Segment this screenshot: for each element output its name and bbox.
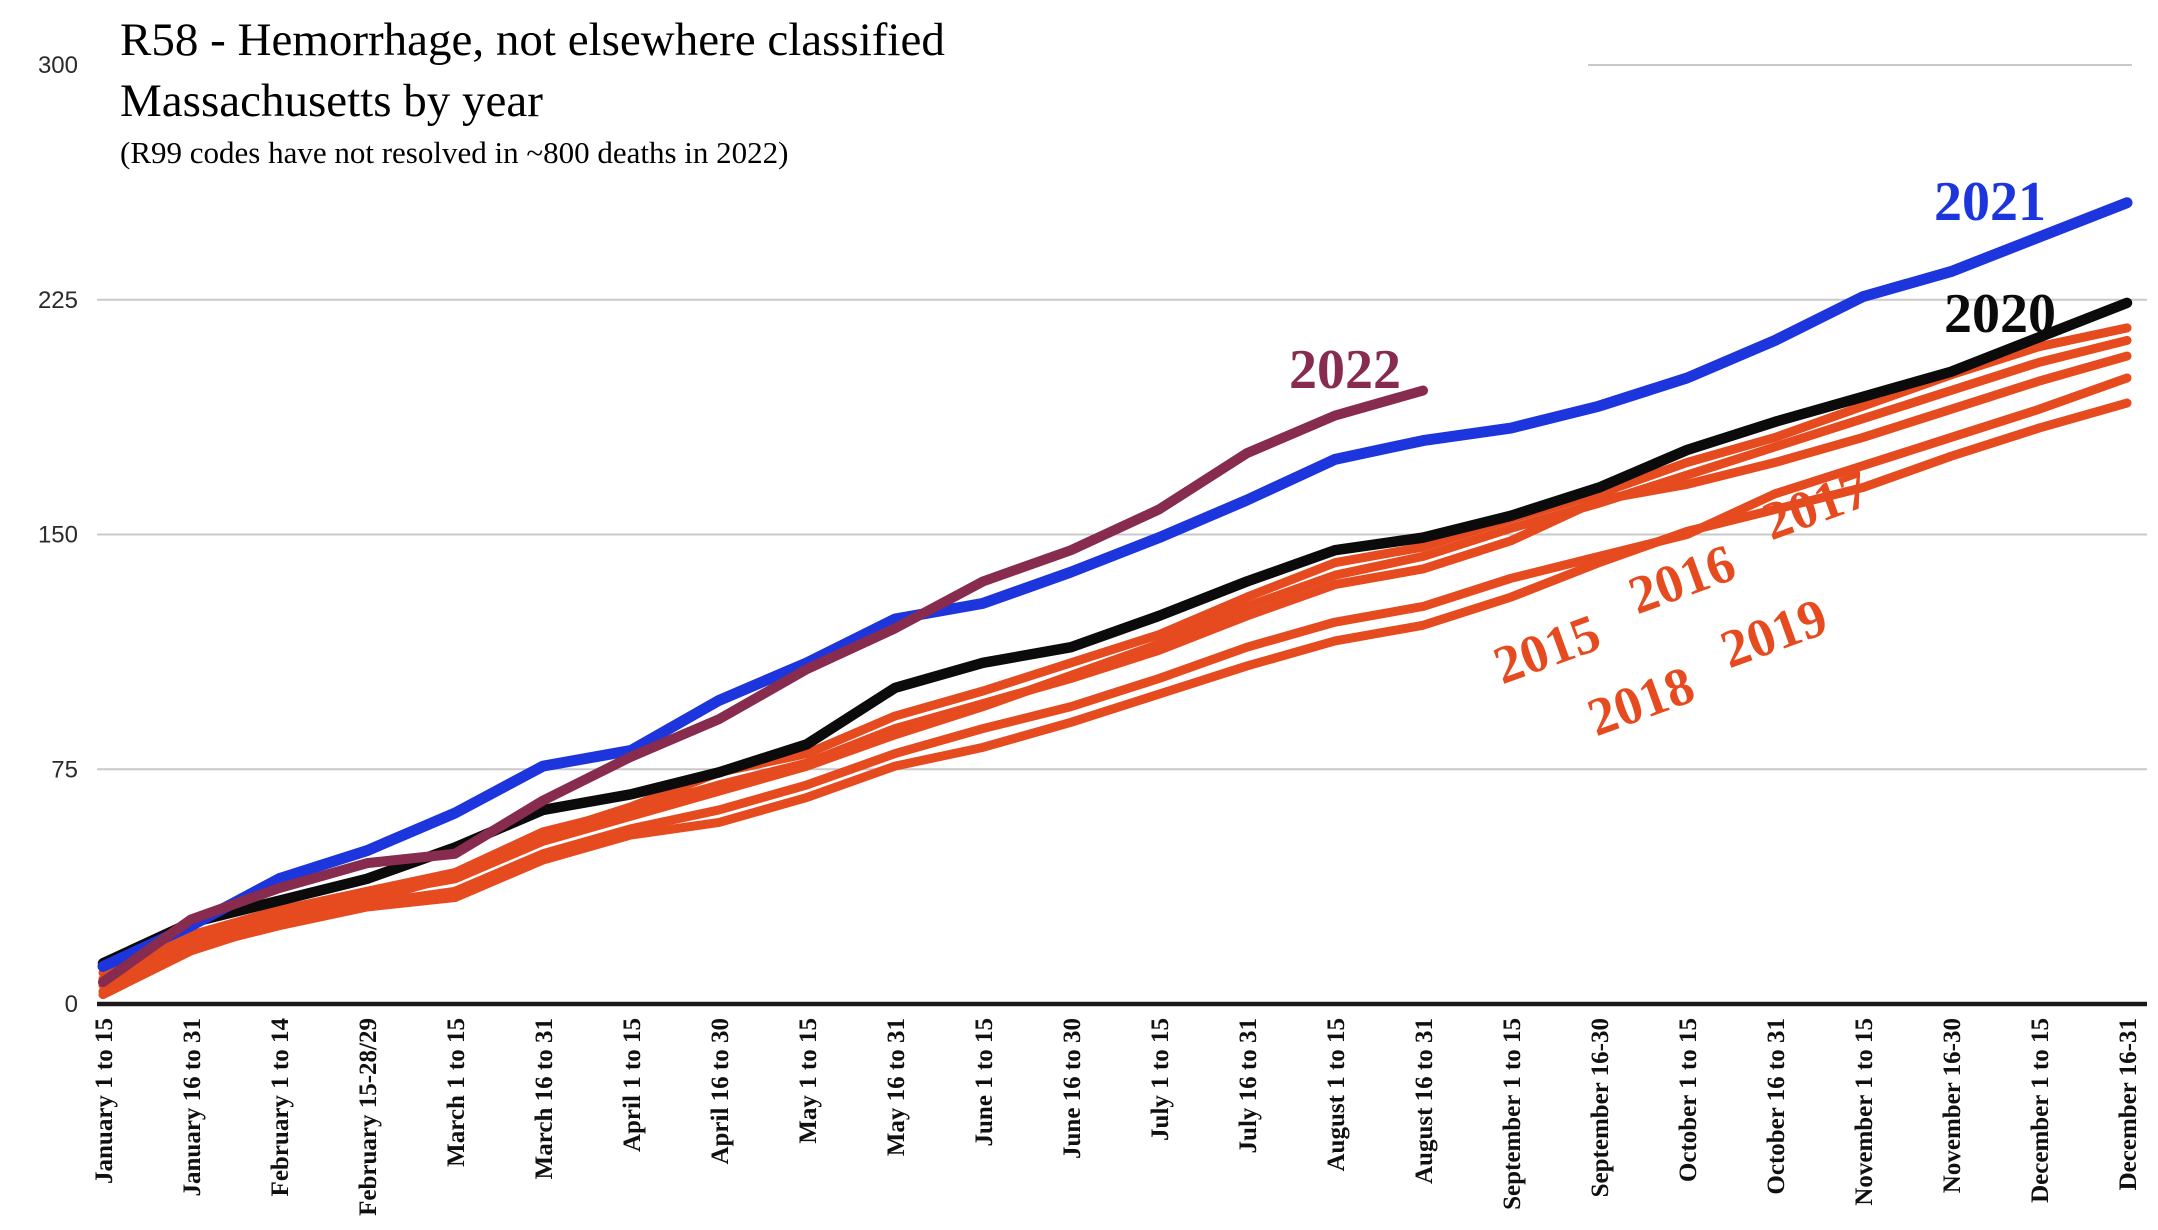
x-tick-label-2: February 1 to 14 <box>267 1018 294 1197</box>
year-label-2018: 2018 <box>1580 654 1702 747</box>
series-line-2022 <box>98 385 1428 988</box>
series-line-2019 <box>98 373 2132 1000</box>
x-tick-label-18: October 1 to 15 <box>1675 1018 1702 1182</box>
y-tick-label-300: 300 <box>38 52 78 79</box>
x-tick-label-14: August 1 to 15 <box>1323 1018 1350 1172</box>
x-tick-label-23: December 16-31 <box>2115 1018 2142 1190</box>
x-tick-label-16: September 1 to 15 <box>1499 1018 1526 1210</box>
x-tick-label-15: August 16 to 31 <box>1411 1018 1438 1184</box>
x-tick-label-0: January 1 to 15 <box>91 1018 118 1184</box>
year-label-2020: 2020 <box>1944 283 2056 345</box>
x-tick-label-21: November 16-30 <box>1939 1018 1966 1193</box>
year-label-2017: 2017 <box>1755 458 1877 551</box>
x-tick-label-3: February 15-28/29 <box>355 1018 382 1216</box>
series-line-2016 <box>98 335 2132 984</box>
x-tick-label-13: July 16 to 31 <box>1235 1018 1262 1153</box>
year-label-2019: 2019 <box>1713 586 1835 679</box>
x-tick-label-6: April 1 to 15 <box>619 1018 646 1152</box>
x-tick-label-8: May 1 to 15 <box>795 1018 822 1144</box>
chart-title-line2: Massachusetts by year <box>120 75 543 127</box>
year-label-2021: 2021 <box>1934 171 2046 233</box>
x-tick-label-20: November 1 to 15 <box>1851 1018 1878 1206</box>
x-tick-label-10: June 1 to 15 <box>971 1018 998 1146</box>
x-tick-label-22: December 1 to 15 <box>2027 1018 2054 1203</box>
y-tick-label-75: 75 <box>51 756 78 783</box>
chart-subtitle: (R99 codes have not resolved in ~800 dea… <box>120 135 789 170</box>
y-tick-label-150: 150 <box>38 522 78 549</box>
y-tick-label-0: 0 <box>65 991 78 1018</box>
title-block: R58 - Hemorrhage, not elsewhere classifi… <box>120 10 945 174</box>
year-label-2022: 2022 <box>1289 339 1401 401</box>
x-tick-label-7: April 16 to 30 <box>707 1018 734 1165</box>
x-tick-label-11: June 16 to 30 <box>1059 1018 1086 1159</box>
x-tick-label-1: January 16 to 31 <box>179 1018 206 1196</box>
y-tick-label-225: 225 <box>38 287 78 314</box>
x-tick-label-12: July 1 to 15 <box>1147 1018 1174 1141</box>
series-line-2017 <box>98 323 2132 990</box>
x-tick-label-19: October 16 to 31 <box>1763 1018 1790 1195</box>
x-tick-label-5: March 16 to 31 <box>531 1018 558 1179</box>
x-tick-label-4: March 1 to 15 <box>443 1018 470 1167</box>
year-label-2015: 2015 <box>1486 602 1608 695</box>
chart-title-line1: R58 - Hemorrhage, not elsewhere classifi… <box>120 14 945 66</box>
x-tick-label-9: May 16 to 31 <box>883 1018 910 1156</box>
series-line-2021 <box>97 197 2133 972</box>
series-line-2018 <box>98 398 2132 996</box>
x-tick-label-17: September 16-30 <box>1587 1018 1614 1197</box>
